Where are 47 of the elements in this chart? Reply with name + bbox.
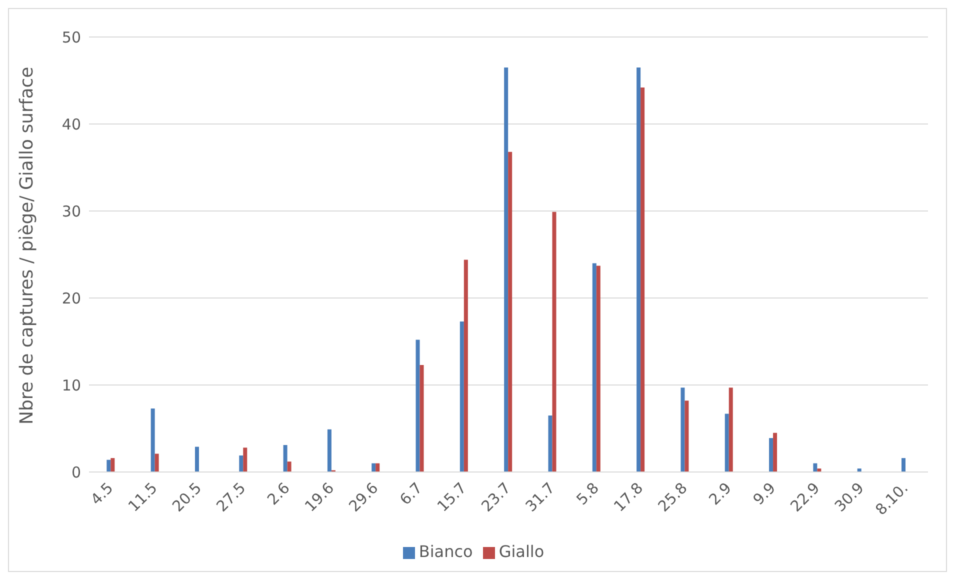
- bar: [902, 458, 906, 472]
- bar: [552, 212, 556, 472]
- bar: [239, 455, 244, 472]
- bar: [636, 67, 641, 472]
- y-tick-label: 0: [71, 463, 81, 482]
- bar: [548, 415, 552, 472]
- bar: [728, 388, 733, 472]
- bar: [680, 388, 685, 472]
- bar: [194, 446, 199, 472]
- bar: [287, 462, 292, 472]
- bar: [416, 340, 420, 472]
- legend-label: Bianco: [418, 542, 473, 561]
- bar: [243, 448, 248, 472]
- bar: [376, 463, 380, 472]
- bar: [420, 364, 424, 472]
- bar: [640, 87, 645, 472]
- x-tick-label: 4.5: [87, 478, 117, 509]
- bar: [106, 460, 111, 472]
- bar: [596, 266, 600, 472]
- x-tick-label: 2.9: [705, 478, 735, 509]
- x-tick-label: 9.9: [750, 478, 780, 509]
- bar: [773, 432, 778, 472]
- bar: [283, 445, 288, 472]
- bar: [769, 438, 774, 472]
- x-tick-label: 5.8: [572, 478, 602, 509]
- bar: [684, 400, 689, 472]
- y-tick-label: 10: [62, 376, 81, 394]
- y-axis-title: Nbre de captures / piège/ Giallo surface: [16, 66, 38, 424]
- bar: [504, 67, 508, 472]
- y-tick-label: 20: [62, 289, 81, 308]
- y-tick-label: 30: [62, 202, 81, 220]
- bar: [592, 263, 596, 472]
- bar: [154, 454, 159, 472]
- legend-label: Giallo: [498, 542, 544, 561]
- bar: [150, 408, 155, 472]
- x-tick-label: 6.7: [396, 478, 426, 509]
- bar: [110, 458, 115, 472]
- y-tick-label: 50: [62, 28, 81, 46]
- bar: [327, 429, 332, 472]
- bar: [813, 463, 818, 472]
- y-tick-label: 40: [62, 115, 81, 134]
- bar: [372, 463, 376, 472]
- bar: [460, 321, 464, 472]
- bar: [724, 414, 729, 472]
- bar: [508, 152, 512, 472]
- bar: [464, 260, 468, 472]
- x-tick-label: 2.6: [264, 478, 294, 509]
